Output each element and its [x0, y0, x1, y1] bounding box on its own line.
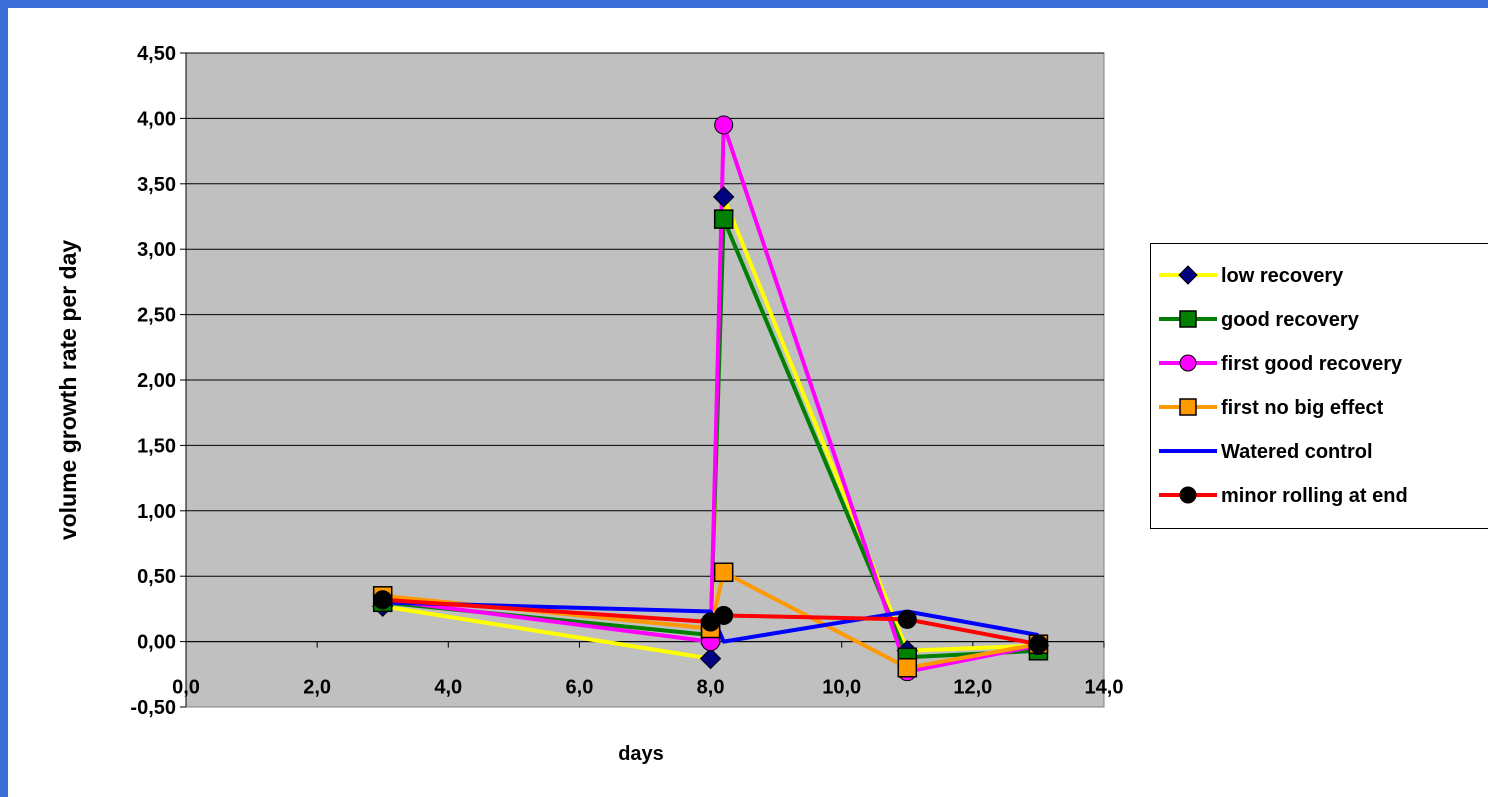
data-point-4 [897, 658, 918, 678]
x-tick-label: 12,0 [953, 677, 992, 699]
y-tick-label: 1,50 [137, 435, 176, 457]
legend-label: low recovery [1221, 265, 1344, 287]
legend-swatch-marker [1179, 310, 1197, 328]
y-tick-label: 1,00 [137, 501, 176, 523]
data-point-4 [713, 562, 734, 583]
axes [185, 53, 1105, 707]
line-chart: -0,50 0,00 0,50 1,00 1,50 2,00 2,50 3,00 3,50 4,0… [55, 43, 1123, 765]
legend-label: good recovery [1221, 309, 1360, 331]
data-point-1 [699, 647, 722, 670]
y-tick-label: 2,00 [137, 370, 176, 392]
chart-frame: -0,50 0,00 0,50 1,00 1,50 2,00 2,50 3,00 3,50 4,0… [8, 8, 1488, 797]
legend: low recovery good recovery first good reco… [1150, 243, 1488, 529]
y-tick-label: 0,50 [137, 566, 176, 588]
y-tick-label: 3,00 [137, 239, 176, 261]
legend-swatch-marker [1179, 398, 1197, 416]
y-tick-label: 3,50 [137, 174, 176, 196]
x-tick-label: 2,0 [303, 677, 331, 699]
legend-entry-5: Watered control [1159, 441, 1373, 463]
legend-label: first no big effect [1221, 397, 1384, 419]
y-tick-label: 2,50 [137, 305, 176, 327]
data-point-3 [714, 115, 734, 135]
data-point-6 [1028, 634, 1048, 654]
x-tick-label: 6,0 [566, 677, 594, 699]
legend-entry-6: minor rolling at end [1159, 485, 1408, 507]
x-tick-label: 10,0 [822, 677, 861, 699]
legend-entry-1: low recovery [1159, 265, 1344, 287]
legend-entry-3: first good recovery [1159, 353, 1403, 375]
x-tick-labels: 0,0 2,0 4,0 6,0 8,0 10,0 12,0 14,0 [172, 677, 1123, 699]
x-tick-label: 4,0 [434, 677, 462, 699]
legend-swatch-marker [1179, 354, 1197, 372]
series-line-5 [382, 600, 1039, 644]
legend-label: minor rolling at end [1221, 485, 1408, 507]
y-axis-label: volume growth rate per day [55, 240, 81, 541]
legend-entry-2: good recovery [1159, 309, 1360, 331]
legend-items: low recovery good recovery first good reco… [1159, 265, 1408, 507]
x-tick-label: 14,0 [1085, 677, 1124, 699]
data-point-6 [897, 609, 917, 629]
x-tick-label: 0,0 [172, 677, 200, 699]
data-point-2 [713, 209, 734, 229]
y-tick-labels: -0,50 0,00 0,50 1,00 1,50 2,00 2,50 3,00 3,50 4,0… [130, 43, 176, 719]
data-point-6 [373, 590, 393, 610]
x-tick-label: 8,0 [697, 677, 725, 699]
y-tick-label: 0,00 [137, 632, 176, 654]
y-tick-label: 4,50 [137, 43, 176, 65]
data-point-1 [712, 186, 735, 208]
legend-entry-4: first no big effect [1159, 397, 1384, 419]
legend-label: first good recovery [1221, 353, 1403, 375]
data-point-6 [714, 605, 734, 625]
legend-label: Watered control [1221, 441, 1373, 463]
legend-swatch-marker [1179, 486, 1197, 504]
x-axis-label: days [618, 743, 664, 765]
y-tick-label: -0,50 [130, 697, 176, 719]
y-tick-label: 4,00 [137, 108, 176, 130]
series-markers [372, 115, 1050, 682]
legend-swatch-marker [1178, 265, 1198, 285]
